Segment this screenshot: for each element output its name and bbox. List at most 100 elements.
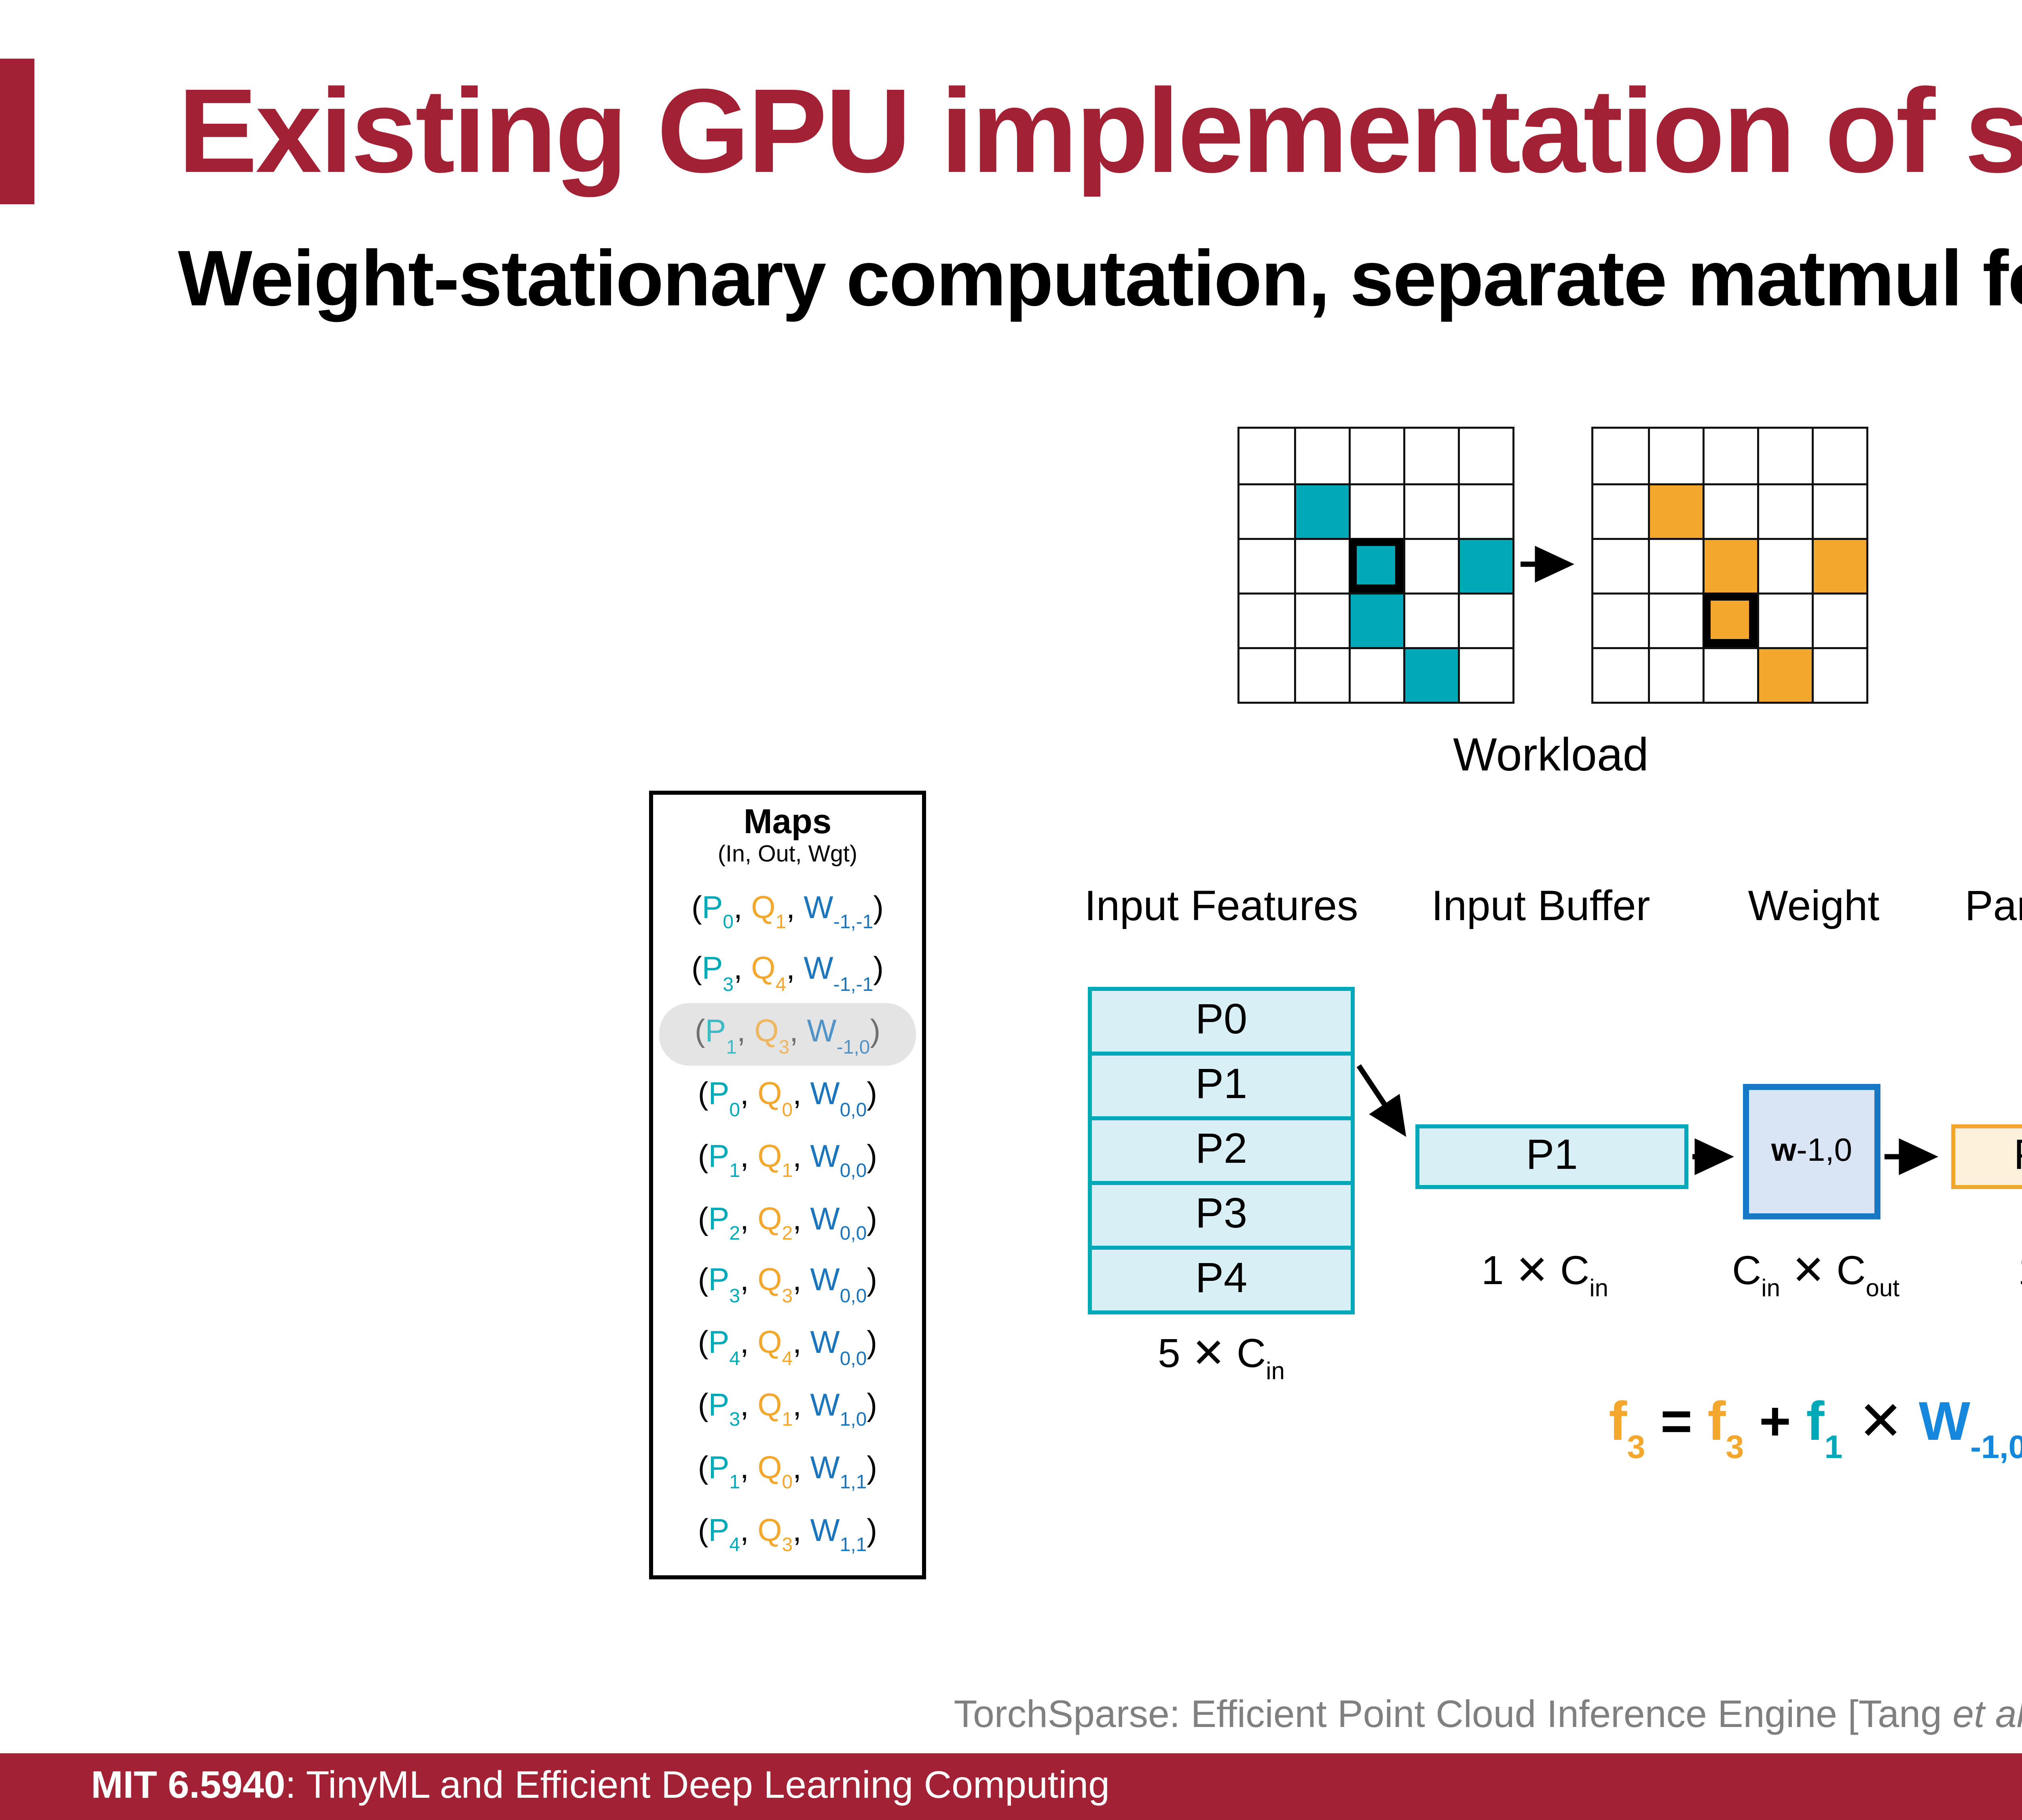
maps-box: Maps (In, Out, Wgt) (P0, Q1, W-1,-1) (P3,…: [649, 791, 926, 1579]
workload-cell-r4c0: [1239, 647, 1294, 702]
accent-bar: [0, 59, 34, 204]
maps-row-3: (P0, Q0, W0,0): [698, 1077, 878, 1122]
workload-cell-r2c2: [1703, 538, 1757, 593]
maps-title: Maps: [743, 803, 832, 841]
workload-cell-r2c0: [1239, 538, 1294, 593]
workload-cell-r1c4: [1458, 483, 1512, 538]
workload-cell-r1c2: [1703, 483, 1757, 538]
input-stack-cell-p1: P1: [1092, 1052, 1351, 1116]
workload-cell-r1c3: [1757, 483, 1812, 538]
workload-cell-r0c3: [1757, 429, 1812, 483]
workload-cell-r3c4: [1458, 593, 1512, 647]
arrow-gather: [1356, 1064, 1407, 1137]
workload-cell-r3c3: [1757, 593, 1812, 647]
workload-cell-r0c1: [1294, 429, 1349, 483]
workload-cell-r1c2: [1349, 483, 1403, 538]
page-subtitle: Weight-stationary computation, separate …: [178, 237, 2022, 324]
maps-row-9: (P1, Q0, W1,1): [698, 1451, 878, 1495]
input-buffer-label: P1: [1526, 1132, 1578, 1179]
workload-cell-r4c1: [1294, 647, 1349, 702]
workload-cell-r3c2: [1703, 593, 1757, 647]
weight-dim: Cin ✕ Cout: [1732, 1250, 1900, 1303]
formula-token-6: W-1,0: [1918, 1391, 2022, 1466]
header-input-buffer: Input Buffer: [1431, 884, 1650, 930]
workload-cell-r0c2: [1703, 429, 1757, 483]
maps-row-0: (P0, Q1, W-1,-1): [691, 891, 884, 935]
workload-cell-r3c0: [1593, 593, 1648, 647]
workload-cell-r2c1: [1294, 538, 1349, 593]
formula-token-3: +: [1744, 1391, 1806, 1452]
workload-cell-r0c2: [1349, 429, 1403, 483]
workload-cell-r3c1: [1648, 593, 1703, 647]
partial-sum-label: PSUM3: [2014, 1132, 2022, 1181]
workload-cell-r3c2: [1349, 593, 1403, 647]
input-stack-cell-p2: P2: [1092, 1116, 1351, 1181]
bottom-bar: MIT 6.5940: TinyML and Efficient Deep Le…: [0, 1753, 2022, 1820]
workload-cell-r4c2: [1349, 647, 1403, 702]
workload-cell-r4c1: [1648, 647, 1703, 702]
maps-row-1: (P3, Q4, W-1,-1): [691, 953, 884, 997]
formula-token-5: ✕: [1842, 1391, 1919, 1452]
maps-rows: (P0, Q1, W-1,-1) (P3, Q4, W-1,-1) (P1, Q3,…: [653, 878, 922, 1563]
workload-label: Workload: [1453, 728, 1649, 781]
workload-cell-r0c1: [1648, 429, 1703, 483]
course-label: MIT 6.5940: TinyML and Efficient Deep Le…: [91, 1764, 1110, 1807]
maps-row-4: (P1, Q1, W0,0): [698, 1140, 878, 1184]
input-stack-cell-p0: P0: [1195, 997, 1248, 1043]
workload-cell-r2c0: [1593, 538, 1648, 593]
workload-cell-r2c4: [1458, 538, 1512, 593]
workload-cell-r1c4: [1812, 483, 1866, 538]
header-weight: Weight: [1748, 884, 1880, 930]
workload-cell-r4c3: [1757, 647, 1812, 702]
citation: TorchSparse: Efficient Point Cloud Infer…: [954, 1695, 2022, 1737]
maps-row-6: (P3, Q3, W0,0): [698, 1264, 878, 1308]
header-input-features: Input Features: [1084, 884, 1358, 930]
workload-cell-r2c3: [1757, 538, 1812, 593]
maps-row-8: (P3, Q1, W1,0): [698, 1389, 878, 1433]
workload-cell-r1c0: [1239, 483, 1294, 538]
workload-cell-r4c2: [1703, 647, 1757, 702]
workload-cell-r4c0: [1593, 647, 1648, 702]
workload-cell-r3c4: [1812, 593, 1866, 647]
workload-cell-r2c4: [1812, 538, 1866, 593]
workload-cell-r1c0: [1593, 483, 1648, 538]
partial-sum-dim: 1 ✕ Cout: [2018, 1250, 2022, 1308]
workload-cell-r3c0: [1239, 593, 1294, 647]
maps-row-10: (P4, Q3, W1,1): [698, 1513, 878, 1558]
maps-row-2: (P1, Q3, W-1,0): [659, 1002, 916, 1065]
weight-label: w-1,0: [1771, 1133, 1853, 1168]
input-features-dim: 5 ✕ Cin: [1158, 1333, 1285, 1386]
input-stack-cell-p4: P4: [1092, 1246, 1351, 1310]
input-buffer-box: P1: [1415, 1124, 1688, 1189]
weight-box: w-1,0: [1743, 1084, 1880, 1219]
workload-cell-r3c1: [1294, 593, 1349, 647]
workload-cell-r0c4: [1812, 429, 1866, 483]
workload-cell-r1c1: [1294, 483, 1349, 538]
formula-token-0: f3: [1609, 1391, 1646, 1466]
maps-subtitle: (In, Out, Wgt): [717, 842, 857, 867]
workload-cell-r4c3: [1403, 647, 1458, 702]
maps-row-7: (P4, Q4, W0,0): [698, 1327, 878, 1371]
workload-cell-r1c3: [1403, 483, 1458, 538]
workload-cell-r0c4: [1458, 429, 1512, 483]
maps-row-5: (P2, Q2, W0,0): [698, 1202, 878, 1246]
workload-cell-r0c0: [1593, 429, 1648, 483]
input-buffer-dim: 1 ✕ Cin: [1481, 1250, 1608, 1303]
input-stack-cell-p3: P3: [1092, 1181, 1351, 1246]
formula: f3 = f3 + f1 ✕ W-1,0: [1609, 1391, 2022, 1466]
workload-cell-r1c1: [1648, 483, 1703, 538]
formula-token-2: f3: [1707, 1391, 1744, 1466]
workload-cell-r2c2: [1349, 538, 1403, 593]
page-title: Existing GPU implementation of sparse co…: [178, 65, 2022, 198]
formula-token-1: =: [1645, 1391, 1708, 1452]
workload-cell-r0c0: [1239, 429, 1294, 483]
workload-cell-r2c1: [1648, 538, 1703, 593]
input-features-stack: P0 P1 P2 P3 P4: [1088, 987, 1355, 1314]
workload-output-grid: [1591, 427, 1868, 704]
partial-sum-box: PSUM3: [1951, 1124, 2022, 1189]
formula-token-4: f1: [1806, 1391, 1843, 1466]
workload-cell-r2c3: [1403, 538, 1458, 593]
workload-cell-r4c4: [1458, 647, 1512, 702]
workload-cell-r0c3: [1403, 429, 1458, 483]
